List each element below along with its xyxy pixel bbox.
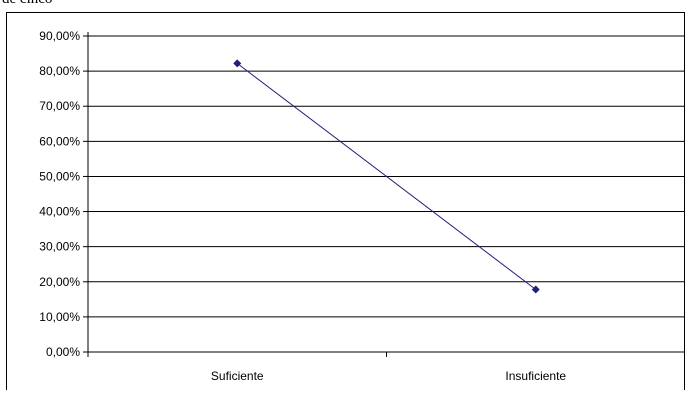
series (233, 59, 540, 294)
y-tick-label: 90,00% (39, 29, 80, 43)
gridlines (88, 35, 685, 318)
data-point-marker (531, 285, 540, 294)
y-tick-label: 60,00% (39, 134, 80, 148)
y-tick-label: 80,00% (39, 64, 80, 78)
y-tick-labels: 0,00% 10,00% 20,00% 30,00% 40,00% 50,00% 60,00… (39, 29, 80, 359)
x-tick-labels: Suficiente Insuficiente (211, 369, 567, 383)
y-tick-label: 70,00% (39, 99, 80, 113)
x-category-label: Suficiente (211, 369, 264, 383)
y-tick-label: 0,00% (46, 345, 80, 359)
y-tick-label: 20,00% (39, 275, 80, 289)
chart-frame (6, 12, 685, 390)
y-tick-label: 30,00% (39, 240, 80, 254)
axes (83, 32, 685, 357)
cut-off-caption-text: de cinco (2, 0, 52, 8)
x-category-label: Insuficiente (505, 369, 566, 383)
y-tick-label: 50,00% (39, 169, 80, 183)
y-tick-label: 40,00% (39, 205, 80, 219)
series-line (236, 62, 537, 290)
y-tick-label: 10,00% (39, 310, 80, 324)
data-point-marker (233, 59, 242, 68)
